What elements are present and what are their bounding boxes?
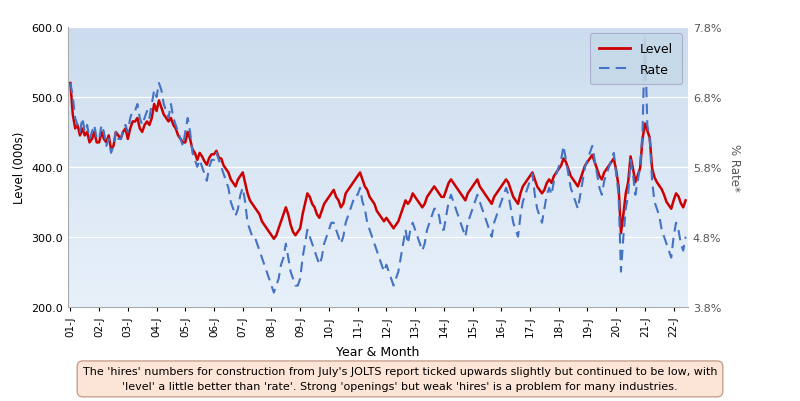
Rate — [396, 255, 406, 260]
Rate — [640, 32, 650, 37]
Y-axis label: % Rate*: % Rate* — [728, 144, 741, 191]
Level — [470, 181, 480, 186]
Level — [111, 130, 121, 135]
Level — [162, 116, 171, 121]
Rate — [470, 200, 480, 205]
Level — [640, 122, 650, 127]
Level — [269, 237, 278, 241]
Level — [66, 81, 75, 86]
Rate — [681, 235, 690, 239]
Rate — [162, 109, 171, 114]
X-axis label: Year & Month: Year & Month — [336, 344, 420, 358]
Rate — [66, 81, 75, 86]
Rate — [111, 130, 121, 135]
Rate — [269, 290, 278, 295]
Legend: Level, Rate: Level, Rate — [590, 34, 682, 85]
Level — [396, 213, 406, 217]
Level — [597, 178, 606, 182]
Line: Rate: Rate — [70, 35, 686, 293]
Line: Level: Level — [70, 84, 686, 239]
Y-axis label: Level (000s): Level (000s) — [13, 131, 26, 204]
Rate — [597, 193, 606, 198]
Rate — [642, 123, 652, 128]
Level — [681, 198, 690, 203]
Text: The 'hires' numbers for construction from July's JOLTS report ticked upwards sli: The 'hires' numbers for construction fro… — [82, 367, 718, 391]
